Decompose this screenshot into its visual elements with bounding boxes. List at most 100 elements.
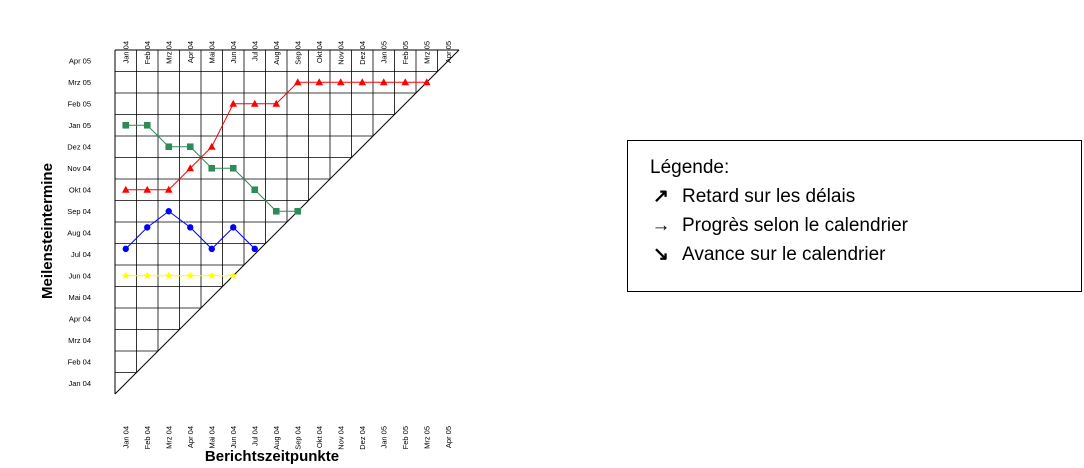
data-point-square [143, 121, 151, 129]
x-tick-label-bottom: Feb 05 [401, 426, 410, 449]
data-point-square [186, 143, 194, 151]
legend-item-delay: ↗ Retard sur les délais [650, 182, 1081, 211]
y-tick-label: Jan 05 [68, 121, 91, 130]
arrow-right-icon: → [651, 215, 671, 236]
x-tick-label-bottom: Sep 04 [293, 426, 302, 450]
legend: Légende: ↗ Retard sur les délais → Progr… [627, 140, 1082, 292]
data-point-square [229, 164, 237, 172]
y-tick-label: Sep 04 [67, 207, 91, 216]
x-tick-label-top: Mrz 05 [422, 41, 431, 64]
data-point-circle [122, 245, 129, 253]
x-tick-label-bottom: Mrz 04 [164, 426, 173, 449]
data-point-triangle [207, 142, 216, 150]
y-tick-label: Jan 04 [68, 379, 91, 388]
data-point-star [186, 271, 195, 280]
data-point-triangle [315, 78, 324, 86]
x-tick-label-top: Jan 05 [379, 41, 388, 64]
data-point-star [121, 271, 130, 280]
x-tick-label-top: Sep 04 [293, 41, 302, 65]
y-tick-label: Feb 04 [68, 357, 91, 366]
x-tick-label-top: Nov 04 [336, 41, 345, 65]
x-tick-label-bottom: Jun 04 [229, 426, 238, 449]
x-tick-label-top: Jun 04 [229, 41, 238, 64]
chart-diagonal [114, 49, 460, 395]
x-tick-label-bottom: Jan 05 [379, 426, 388, 449]
data-point-circle [144, 224, 151, 231]
y-tick-label: Mrz 04 [68, 336, 91, 345]
data-point-star [143, 271, 152, 280]
legend-item-on-schedule: → Progrès selon le calendrier [650, 211, 1081, 240]
x-tick-label-bottom: Jan 04 [121, 426, 130, 449]
data-point-circle [251, 245, 258, 253]
data-point-triangle [401, 78, 410, 86]
data-point-triangle [229, 99, 238, 107]
data-point-triangle [164, 185, 173, 193]
data-point-circle [165, 208, 172, 215]
y-tick-label: Apr 04 [69, 314, 91, 323]
x-tick-label-bottom: Mrz 05 [422, 426, 431, 449]
data-point-triangle [293, 78, 302, 86]
data-point-square [251, 186, 259, 194]
data-point-circle [230, 224, 237, 231]
x-tick-label-top: Jul 04 [250, 41, 259, 61]
data-point-circle [208, 245, 215, 253]
data-point-triangle [272, 99, 281, 107]
x-tick-label-bottom: Aug 04 [272, 426, 281, 450]
x-tick-label-bottom: Apr 04 [186, 426, 195, 448]
chart-grid [114, 49, 460, 395]
x-tick-label-top: Aug 04 [272, 41, 281, 65]
y-tick-label: Okt 04 [69, 185, 91, 194]
chart-axes: Jan 04 Feb 04 Mrz 04 Apr 04 Mai 04 Jun 04 Jul … [67, 41, 453, 450]
data-point-square [272, 207, 280, 215]
y-tick-label: Dez 04 [67, 142, 91, 151]
x-tick-label-top: Apr 05 [444, 41, 453, 63]
data-point-star [207, 271, 216, 280]
y-tick-label: Feb 05 [68, 99, 91, 108]
x-tick-label-bottom: Dez 04 [358, 426, 367, 450]
data-point-triangle [143, 185, 152, 193]
y-tick-label: Mai 04 [68, 293, 91, 302]
x-tick-label-bottom: Jul 04 [250, 426, 259, 446]
legend-item-ahead: ↘ Avance sur le calendrier [650, 240, 1081, 269]
legend-item-label: Progrès selon le calendrier [682, 215, 909, 236]
x-tick-label-bottom: Feb 04 [143, 426, 152, 449]
data-point-triangle [422, 78, 431, 86]
arrow-up-right-icon: ↗ [653, 186, 669, 207]
x-axis-title: Berichtszeitpunkte [205, 448, 339, 465]
x-tick-label-top: Jan 04 [121, 41, 130, 64]
legend-item-label: Avance sur le calendrier [682, 244, 886, 265]
legend-title: Légende: [650, 157, 730, 178]
data-point-circle [187, 224, 194, 231]
legend-item-label: Retard sur les délais [682, 186, 856, 207]
x-tick-label-top: Dez 04 [358, 41, 367, 65]
y-tick-label: Aug 04 [67, 228, 91, 237]
y-tick-label: Apr 05 [69, 56, 91, 65]
data-point-triangle [250, 99, 259, 107]
data-point-square [294, 207, 302, 215]
y-tick-label: Jul 04 [71, 250, 91, 259]
data-point-star [164, 271, 173, 280]
data-point-triangle [336, 78, 345, 86]
data-point-square [165, 143, 173, 151]
x-tick-label-top: Mai 04 [207, 41, 216, 64]
arrow-down-right-icon: ↘ [653, 244, 669, 265]
data-point-triangle [358, 78, 367, 86]
x-tick-label-bottom: Mai 04 [207, 426, 216, 449]
y-tick-label: Mrz 05 [68, 78, 91, 87]
x-tick-label-top: Okt 04 [315, 41, 324, 63]
data-point-star [229, 271, 238, 280]
data-point-triangle [186, 164, 195, 172]
data-point-triangle [379, 78, 388, 86]
y-axis-title: Meilensteintermine [39, 163, 56, 299]
data-point-square [122, 121, 130, 129]
x-tick-label-bottom: Okt 04 [315, 426, 324, 448]
x-tick-label-bottom: Apr 05 [444, 426, 453, 448]
x-tick-label-top: Feb 04 [143, 41, 152, 64]
x-tick-label-top: Feb 05 [401, 41, 410, 64]
y-tick-label: Nov 04 [67, 164, 91, 173]
data-point-triangle [121, 185, 130, 193]
x-tick-label-bottom: Nov 04 [336, 426, 345, 450]
x-tick-label-top: Mrz 04 [164, 41, 173, 64]
y-tick-label: Jun 04 [68, 271, 91, 280]
